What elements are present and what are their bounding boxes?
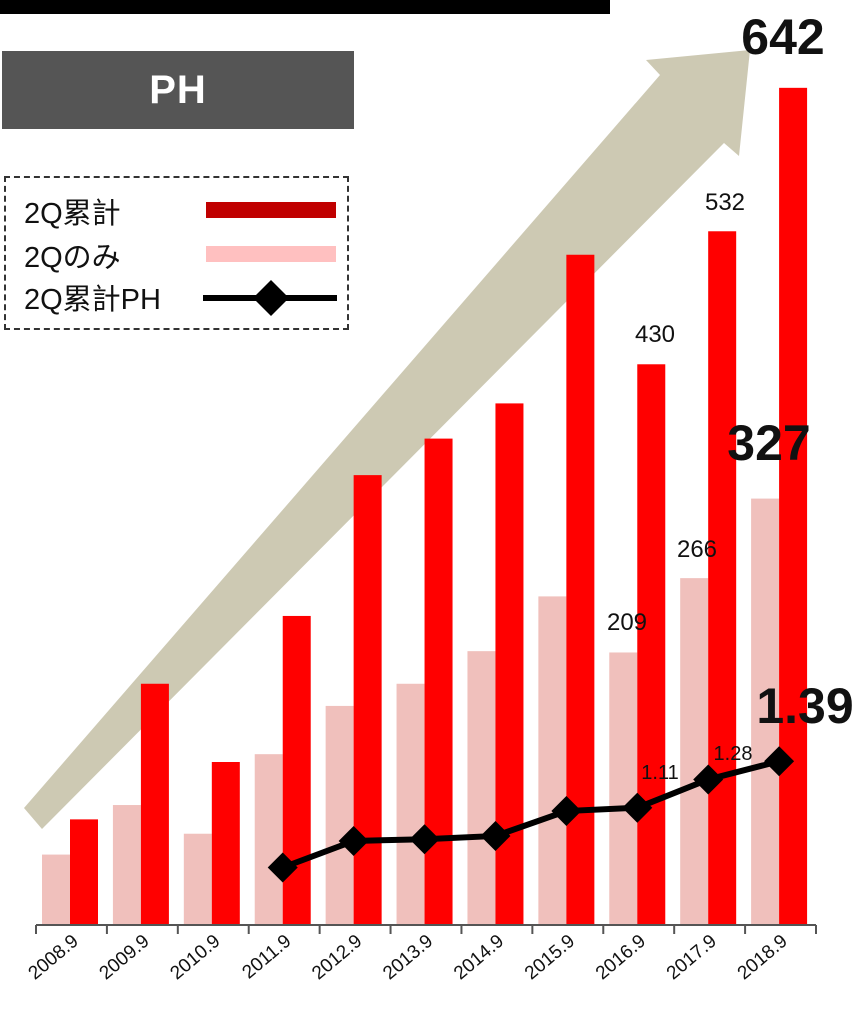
x-tick-label-2008.9: 2008.9 [25, 931, 83, 984]
legend-swatch-quarter [206, 246, 336, 262]
legend-label-quarter: 2Qのみ [24, 242, 121, 274]
x-tick-label-2015.9: 2015.9 [521, 931, 579, 984]
data-label-2Q累計-2016.9: 430 [635, 321, 675, 348]
bar-cumulative-2008.9 [70, 819, 98, 925]
x-tick-label-2017.9: 2017.9 [663, 931, 721, 984]
bar-quarter-2013.9 [396, 683, 425, 925]
x-tick-label-2009.9: 2009.9 [96, 931, 154, 984]
x-tick-label-2012.9: 2012.9 [308, 931, 366, 984]
ph-point-2014.9 [480, 820, 511, 851]
ph-point-2012.9 [338, 825, 369, 856]
bar-cumulative-2018.9 [779, 87, 808, 925]
ph-title-box: PH [2, 51, 354, 129]
ph-point-2011.9 [267, 852, 298, 883]
data-label-2Qのみ-2018.9: 327 [727, 415, 810, 471]
bar-cumulative-2013.9 [424, 438, 453, 925]
bar-cumulative-2011.9 [282, 615, 311, 925]
bar-cumulative-2015.9 [566, 254, 595, 925]
x-tick-label-2014.9: 2014.9 [450, 931, 508, 984]
bar-cumulative-2016.9 [637, 364, 666, 925]
bar-quarter-2015.9 [538, 596, 567, 925]
data-label-2Qのみ-2017.9: 266 [677, 536, 717, 563]
bar-quarter-2016.9 [609, 652, 638, 925]
bar-quarter-2017.9 [680, 578, 709, 925]
ph-point-2015.9 [551, 796, 582, 827]
x-tick-label-2013.9: 2013.9 [379, 931, 437, 984]
data-label-2Q累計PH-2017.9: 1.28 [714, 743, 753, 765]
bar-quarter-2009.9 [112, 805, 141, 925]
bar-quarter-2018.9 [751, 498, 780, 925]
legend-swatch-ph [203, 280, 337, 316]
legend-label-ph: 2Q累計PH [24, 284, 161, 316]
ph-point-2013.9 [409, 824, 440, 855]
data-label-2Q累計-2018.9: 642 [741, 9, 824, 65]
data-label-2Q累計PH-2016.9: 1.11 [641, 762, 678, 784]
bar-cumulative-2017.9 [708, 231, 737, 926]
trend-arrow [24, 50, 750, 829]
x-tick-label-2018.9: 2018.9 [734, 931, 792, 984]
top-title-bar [0, 0, 610, 14]
bar-quarter-2014.9 [467, 651, 496, 925]
legend-swatch-cumulative [206, 202, 336, 218]
ph-point-2018.9 [764, 746, 795, 777]
bar-cumulative-2009.9 [140, 683, 169, 925]
ph-point-2016.9 [622, 792, 653, 823]
bar-cumulative-2012.9 [353, 475, 382, 925]
ph-point-2017.9 [693, 764, 724, 795]
x-tick-label-2011.9: 2011.9 [238, 931, 295, 984]
data-label-2Q累計PH-2018.9: 1.39 [756, 678, 853, 734]
bar-quarter-2010.9 [183, 833, 212, 925]
data-label-2Q累計-2017.9: 532 [705, 189, 745, 216]
x-tick-label-2010.9: 2010.9 [166, 931, 224, 984]
bar-quarter-2008.9 [42, 854, 70, 925]
data-label-2Qのみ-2016.9: 209 [607, 609, 647, 636]
legend: 2Q累計 2Qのみ 2Q累計PH [4, 176, 349, 330]
bar-quarter-2012.9 [325, 705, 354, 925]
legend-label-cumulative: 2Q累計 [24, 198, 121, 230]
bar-quarter-2011.9 [254, 754, 283, 925]
bar-cumulative-2010.9 [211, 762, 240, 925]
x-tick-label-2016.9: 2016.9 [592, 931, 650, 984]
